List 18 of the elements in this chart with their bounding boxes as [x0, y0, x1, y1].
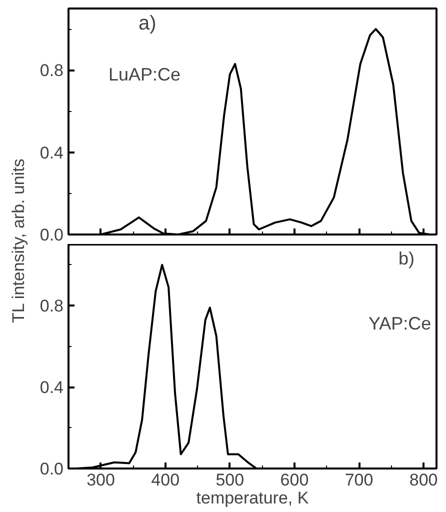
x-tick-label: 300 [86, 470, 115, 490]
y-tick-label: 0.0 [40, 226, 64, 244]
x-axis-title: temperature, K [196, 488, 310, 508]
annotation: YAP:Ce [368, 314, 432, 334]
y-tick-label: 0.8 [40, 61, 64, 80]
x-tick-label: 500 [216, 470, 244, 490]
y-tick-label: 0.4 [40, 378, 64, 398]
annotation: a) [138, 12, 156, 34]
y-axis-title: TL intensity, arb. units [9, 158, 28, 324]
x-tick-label: 400 [151, 470, 180, 490]
y-tick-label: 0.8 [40, 296, 64, 316]
y-tick-label: 0.4 [40, 143, 64, 162]
annotation: b) [398, 248, 415, 268]
annotation: LuAP:Ce [108, 64, 181, 84]
x-tick-label: 800 [409, 470, 438, 490]
x-tick-label: 700 [344, 470, 374, 490]
y-tick-label: 0.0 [40, 460, 64, 478]
x-tick-label: 600 [280, 470, 309, 490]
